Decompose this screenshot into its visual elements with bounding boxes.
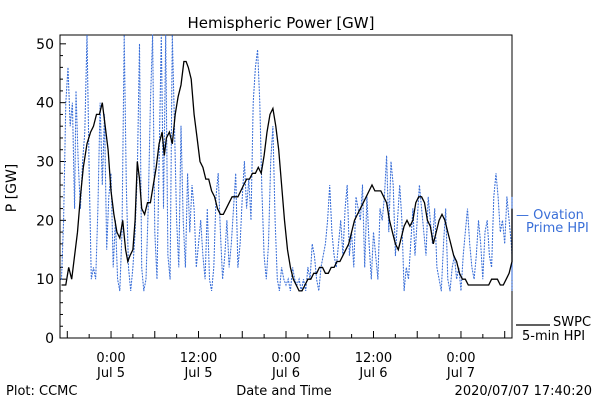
plot-frame <box>59 34 513 339</box>
x-axis-label: Date and Time <box>236 384 332 399</box>
y-tick-label: 0 <box>45 331 54 347</box>
x-tick-label-time: 12:00 <box>355 351 392 366</box>
y-tick-label: 30 <box>36 154 54 170</box>
x-tick-label-date: Jul 5 <box>96 366 125 381</box>
y-tick-label: 10 <box>36 272 54 288</box>
legend-ovation-line2: Prime HPI <box>526 221 589 236</box>
y-axis-label: P [GW] <box>4 164 20 213</box>
series-line-ovation-prime-hpi <box>60 34 513 292</box>
x-tick-label-time: 0:00 <box>96 351 125 366</box>
legend-ovation-line1: — Ovation <box>516 208 584 223</box>
legend-swpc-line2: 5-min HPI <box>522 329 585 344</box>
chart-title: Hemispheric Power [GW] <box>188 14 375 32</box>
footer-plot-credit: Plot: CCMC <box>6 384 77 399</box>
y-tick-label: 50 <box>36 37 54 53</box>
legend-swpc-line1: SWPC <box>553 315 591 330</box>
series-line-swpc-5min-hpi <box>61 60 513 292</box>
x-tick-label-date: Jul 6 <box>271 366 300 381</box>
y-tick-label: 20 <box>36 213 54 229</box>
plot-area <box>60 34 513 292</box>
footer-timestamp: 2020/07/07 17:40:20 <box>455 384 592 399</box>
x-tick-label-date: Jul 5 <box>183 366 212 381</box>
x-tick-label-time: 12:00 <box>180 351 217 366</box>
y-axis-ticks: 0 10 20 30 40 50 <box>36 37 66 347</box>
legend: — Ovation Prime HPI SWPC 5-min HPI <box>516 208 591 344</box>
x-tick-label-date: Jul 6 <box>358 366 387 381</box>
x-tick-label-time: 0:00 <box>271 351 300 366</box>
x-tick-label-time: 0:00 <box>446 351 475 366</box>
x-tick-label-date: Jul 7 <box>446 366 475 381</box>
y-tick-label: 40 <box>36 96 54 112</box>
